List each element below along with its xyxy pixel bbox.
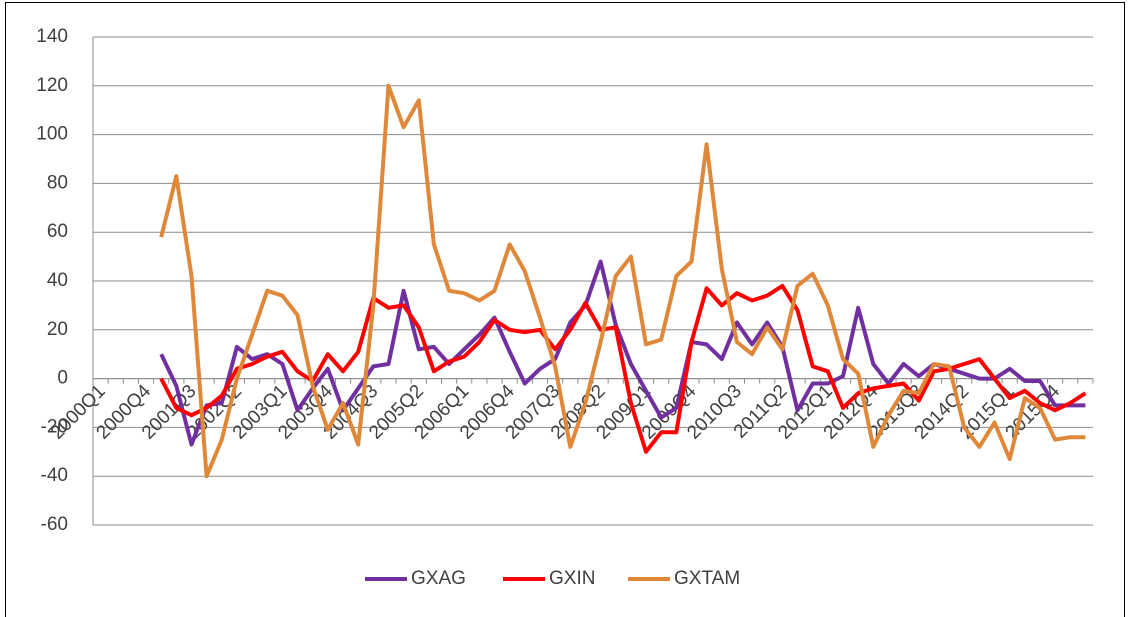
y-tick-label: 40	[47, 270, 68, 291]
y-tick-label: 100	[36, 124, 68, 145]
y-tick-label: 80	[47, 172, 68, 193]
legend-label: GXTAM	[674, 568, 740, 589]
chart-border	[5, 2, 1125, 617]
y-tick-label: 60	[47, 221, 68, 242]
series-line	[159, 83, 1086, 479]
y-tick-label: 0	[57, 368, 68, 389]
series-line	[159, 283, 1087, 454]
y-tick-label: 20	[47, 319, 68, 340]
y-tick-label: 140	[36, 26, 68, 47]
legend-label: GXAG	[411, 568, 466, 589]
y-tick-label: -60	[41, 514, 68, 535]
y-tick-label: -40	[41, 465, 68, 486]
legend-label: GXIN	[549, 568, 595, 589]
y-tick-label: -20	[41, 416, 68, 437]
y-tick-label: 120	[36, 75, 68, 96]
